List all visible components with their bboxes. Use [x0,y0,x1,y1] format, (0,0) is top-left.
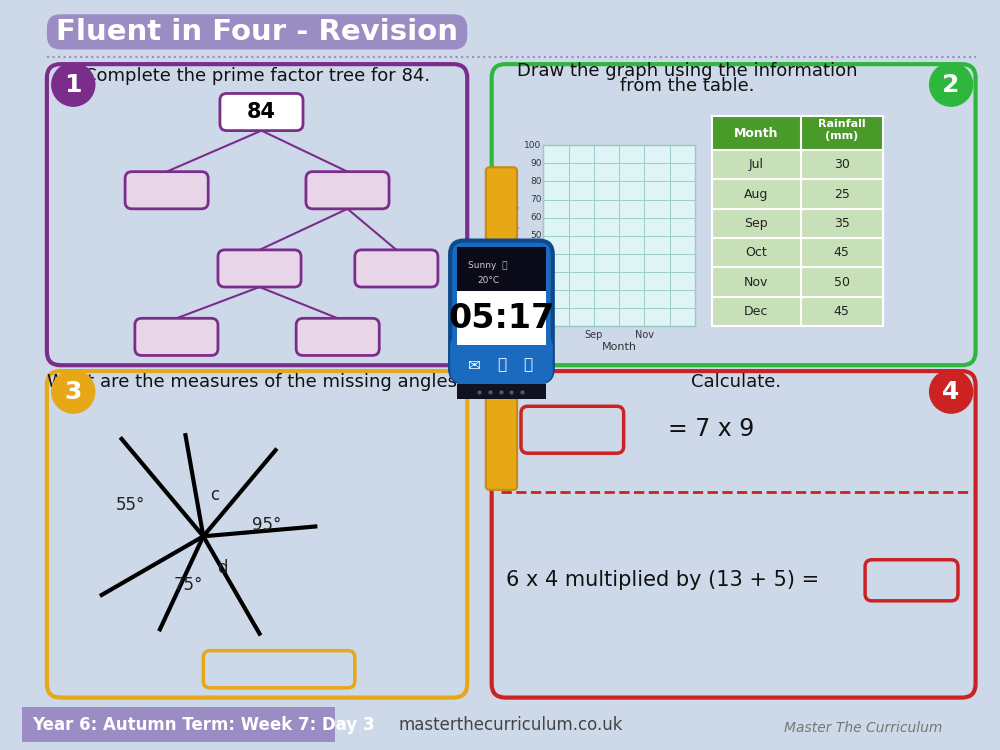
FancyBboxPatch shape [218,250,301,287]
Circle shape [52,370,95,413]
Text: Draw the graph using the information: Draw the graph using the information [517,62,857,80]
Text: Jul: Jul [749,158,764,171]
Text: 4: 4 [942,380,960,404]
Text: Oct: Oct [745,246,767,259]
Text: Aug: Aug [744,188,768,201]
Text: 6 x 4 multiplied by (13 + 5) =: 6 x 4 multiplied by (13 + 5) = [506,570,820,590]
Text: Rainfall (mm): Rainfall (mm) [512,205,521,266]
Text: Sep: Sep [744,217,768,230]
Text: 2: 2 [942,73,960,97]
Circle shape [52,63,95,106]
Bar [712,209,883,238]
Text: 20: 20 [530,286,542,295]
Bar [712,179,883,209]
FancyBboxPatch shape [135,318,218,356]
Text: 45: 45 [834,246,850,259]
Text: 35: 35 [834,217,850,230]
Bar [712,268,883,297]
Text: = 7 x 9: = 7 x 9 [668,417,754,441]
FancyBboxPatch shape [47,64,467,365]
FancyBboxPatch shape [521,406,624,453]
Text: Master The Curriculum: Master The Curriculum [784,721,942,735]
FancyBboxPatch shape [450,335,553,382]
Text: 75°: 75° [174,576,203,594]
Bar [712,116,883,150]
Text: Sep: Sep [585,330,603,340]
Text: 05:17: 05:17 [448,302,555,334]
Bar [457,345,546,384]
Bar [712,297,883,326]
FancyBboxPatch shape [296,318,379,356]
Text: 10: 10 [530,304,542,313]
Text: Year 6: Autumn Term: Week 7: Day 3: Year 6: Autumn Term: Week 7: Day 3 [32,716,375,734]
Text: 80: 80 [530,177,542,186]
Text: Month: Month [734,127,778,140]
Text: masterthecurriculum.co.uk: masterthecurriculum.co.uk [399,716,623,734]
Text: 50: 50 [530,231,542,240]
Text: 1: 1 [65,73,82,97]
Bar [543,146,695,326]
Text: 30: 30 [530,267,542,276]
FancyBboxPatch shape [306,172,389,208]
FancyBboxPatch shape [355,250,438,287]
Text: ✉: ✉ [468,357,481,372]
FancyBboxPatch shape [47,14,467,50]
FancyBboxPatch shape [220,94,303,130]
Bar [712,150,883,179]
Text: c: c [210,486,220,504]
Text: Nov: Nov [744,276,768,289]
Text: Nov: Nov [635,330,654,340]
FancyBboxPatch shape [486,382,517,490]
FancyBboxPatch shape [492,371,976,698]
Text: 100: 100 [524,141,542,150]
Text: 25: 25 [834,188,850,201]
Bar [457,384,546,399]
Text: 3: 3 [65,380,82,404]
FancyBboxPatch shape [47,371,467,698]
Text: 20°C: 20°C [477,276,499,285]
Text: 🔍: 🔍 [497,357,506,372]
FancyBboxPatch shape [865,560,958,601]
FancyBboxPatch shape [492,64,976,365]
FancyBboxPatch shape [486,167,517,241]
Text: 👤: 👤 [524,357,533,372]
Text: Fluent in Four - Revision: Fluent in Four - Revision [56,18,458,46]
Text: 40: 40 [530,249,542,258]
Text: Calculate.: Calculate. [691,373,781,391]
Text: from the table.: from the table. [620,76,754,94]
Text: 84: 84 [247,102,276,122]
Text: Dec: Dec [744,305,768,318]
Bar [457,248,546,292]
Bar [457,292,546,345]
Text: Month: Month [602,342,637,352]
FancyBboxPatch shape [125,172,208,208]
Circle shape [930,370,973,413]
Text: 50: 50 [834,276,850,289]
Text: 95°: 95° [252,515,282,533]
Text: Complete the prime factor tree for 84.: Complete the prime factor tree for 84. [84,67,430,85]
Text: Jul: Jul [538,330,549,340]
FancyBboxPatch shape [203,651,355,688]
Text: d: d [218,559,228,577]
Text: 55°: 55° [115,496,145,514]
Text: What are the measures of the missing angles?: What are the measures of the missing ang… [47,373,467,391]
Text: 0: 0 [536,322,542,331]
Text: Rainfall
(mm): Rainfall (mm) [818,119,865,141]
Bar [712,238,883,268]
Bar [22,707,335,742]
Text: 60: 60 [530,213,542,222]
Text: 70: 70 [530,195,542,204]
Text: 30: 30 [834,158,850,171]
Text: Sunny  🌤: Sunny 🌤 [468,260,508,269]
Circle shape [930,63,973,106]
Text: 90: 90 [530,159,542,168]
FancyBboxPatch shape [450,241,553,382]
Text: 45: 45 [834,305,850,318]
